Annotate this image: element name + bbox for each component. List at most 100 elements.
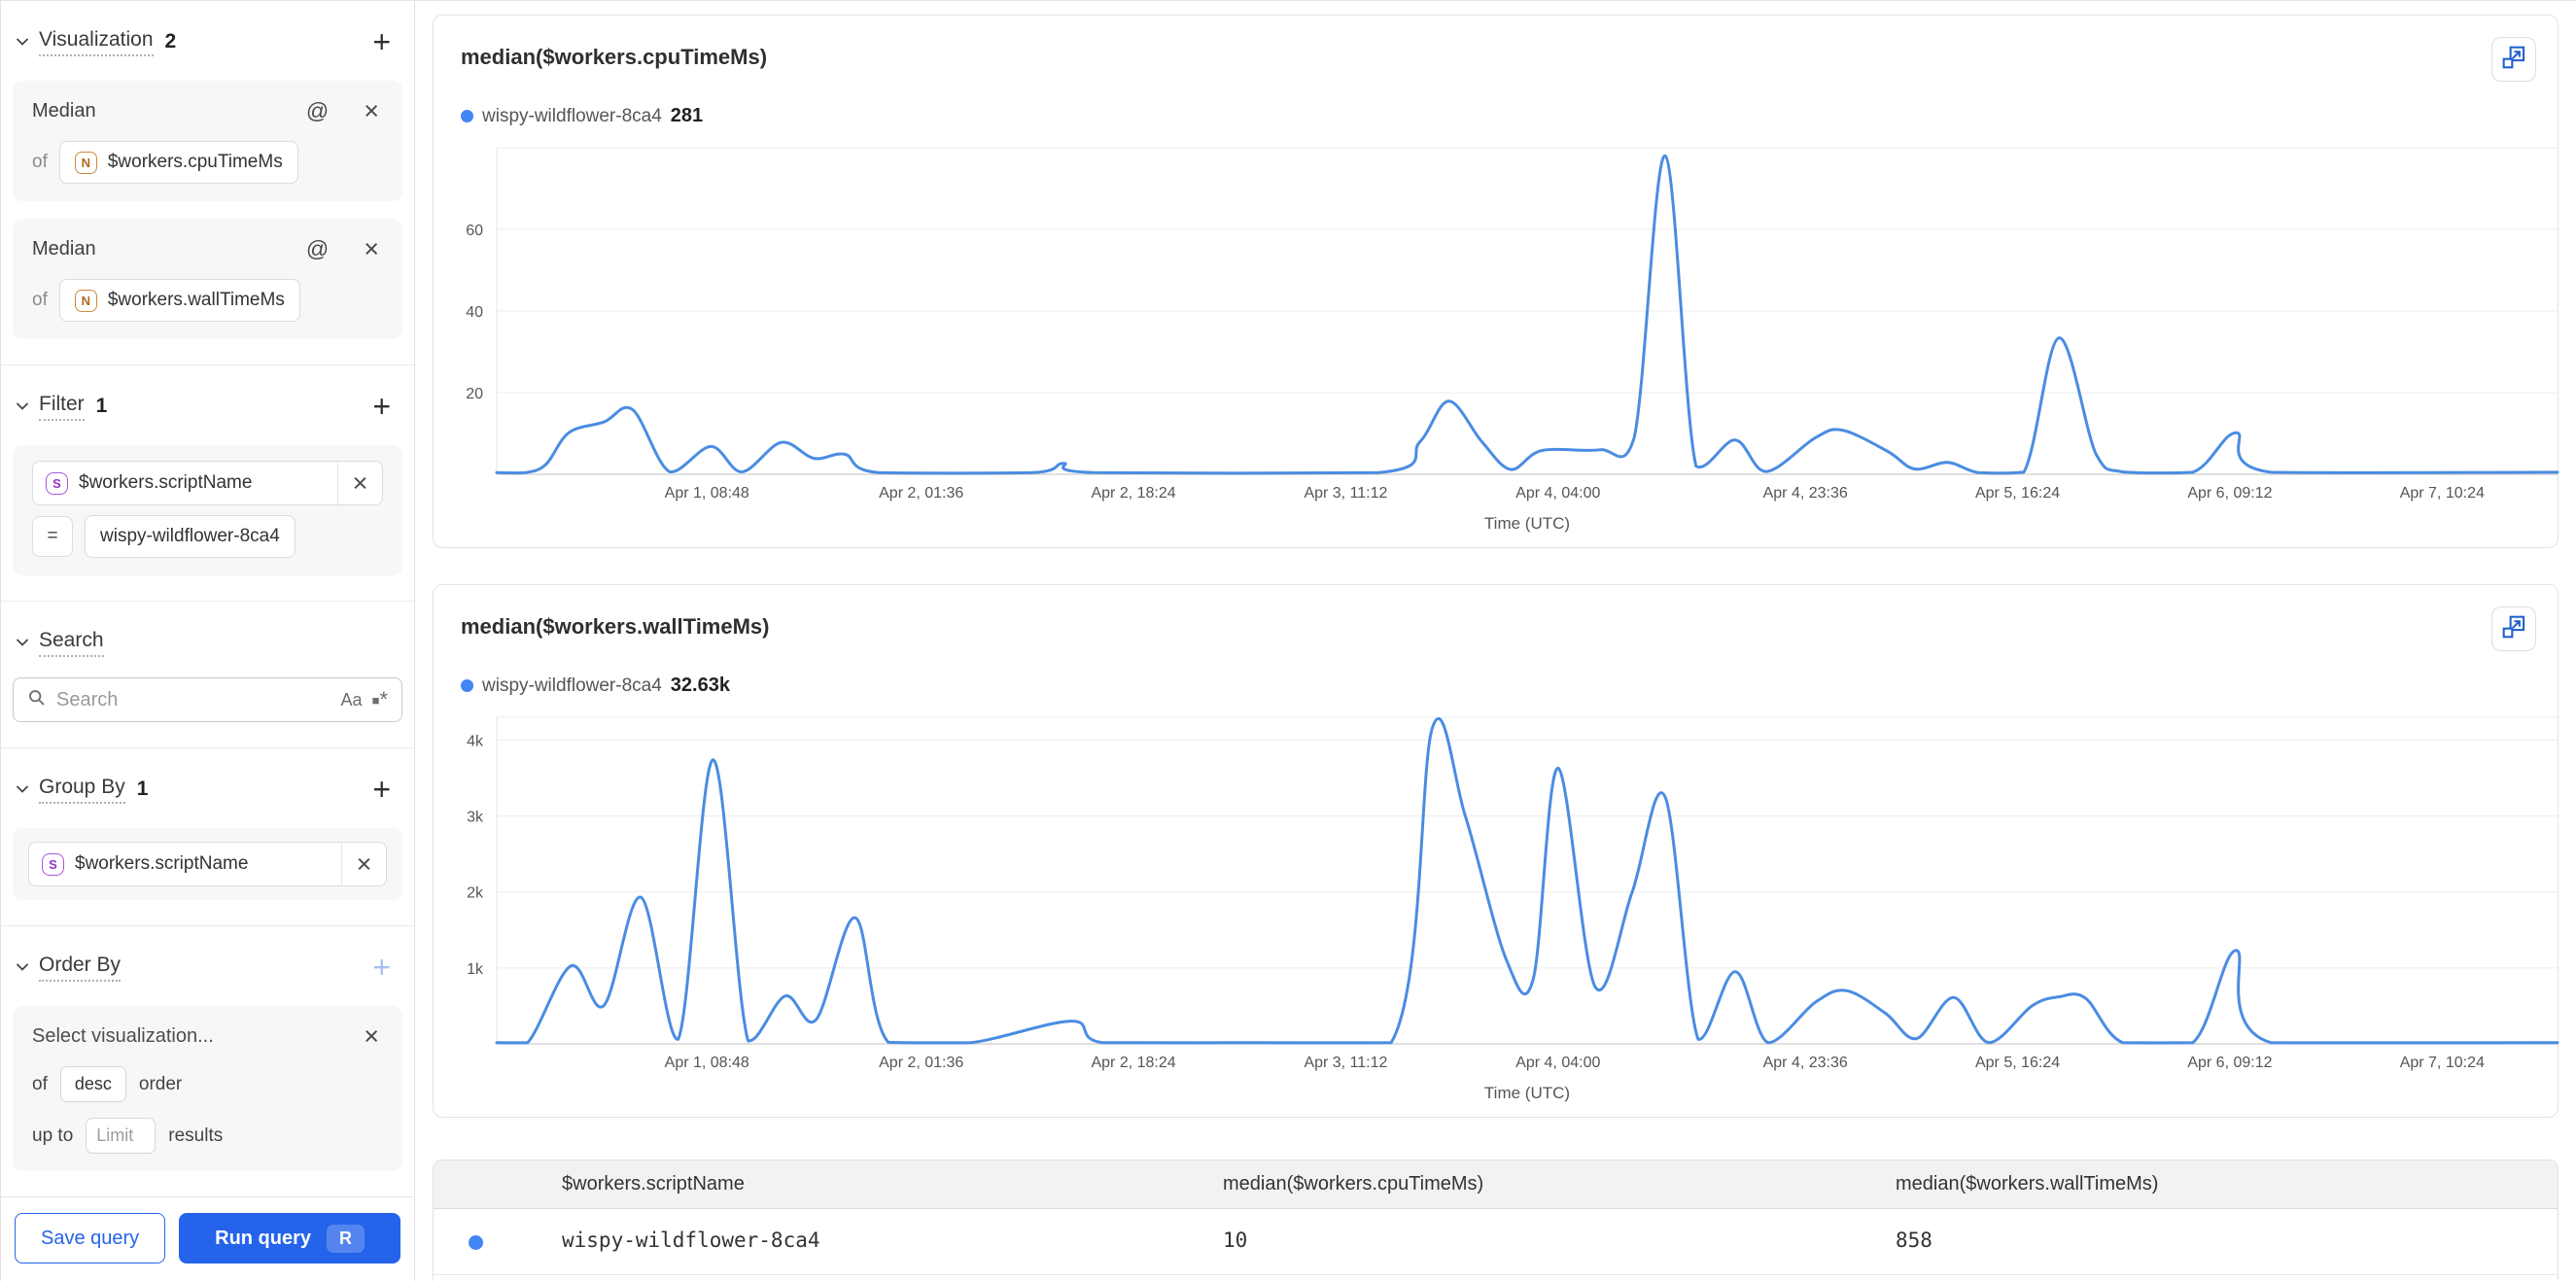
expand-icon bbox=[2502, 615, 2525, 643]
group-by-count: 1 bbox=[136, 778, 149, 800]
filter-title: Filter bbox=[39, 393, 85, 421]
svg-text:Apr 7, 10:24: Apr 7, 10:24 bbox=[2400, 485, 2485, 502]
search-header: Search bbox=[15, 621, 395, 664]
svg-text:Apr 5, 16:24: Apr 5, 16:24 bbox=[1975, 1055, 2060, 1071]
close-icon[interactable]: × bbox=[364, 233, 379, 263]
visualization-title: Visualization bbox=[39, 28, 154, 56]
svg-text:Apr 4, 23:36: Apr 4, 23:36 bbox=[1763, 1055, 1848, 1071]
search-input[interactable] bbox=[56, 688, 331, 711]
query-builder-sidebar: Visualization 2 + Median @ × of N $worke… bbox=[0, 1, 415, 1281]
run-query-button[interactable]: Run query R bbox=[179, 1213, 400, 1264]
expand-chart-button[interactable] bbox=[2491, 37, 2536, 82]
svg-text:Time (UTC): Time (UTC) bbox=[1484, 514, 1570, 533]
save-query-button[interactable]: Save query bbox=[15, 1213, 166, 1264]
number-type-icon: N bbox=[74, 289, 97, 312]
order-label: order bbox=[138, 1073, 183, 1094]
group-by-field-chip[interactable]: S $workers.scriptName bbox=[29, 852, 341, 876]
svg-text:Apr 1, 08:48: Apr 1, 08:48 bbox=[665, 485, 749, 502]
table-row[interactable]: wispy-wildflower-8ca4 10 858 bbox=[434, 1209, 2558, 1275]
remove-filter-button[interactable]: × bbox=[337, 462, 382, 504]
match-case-icon[interactable]: Aa bbox=[340, 689, 363, 710]
filter-field-chip[interactable]: S $workers.scriptName bbox=[33, 471, 337, 495]
run-shortcut-badge: R bbox=[327, 1224, 366, 1253]
cpu-time-chart: 20 40 60 Apr 1, 08:48 Apr 2, 01:36 Apr 2, 18:… bbox=[466, 147, 2559, 533]
cell-wall-time: 858 bbox=[1896, 1229, 1932, 1252]
svg-text:Apr 4, 23:36: Apr 4, 23:36 bbox=[1763, 485, 1848, 502]
svg-text:2k: 2k bbox=[467, 885, 484, 902]
chevron-down-icon[interactable] bbox=[15, 635, 30, 650]
group-by-card: S $workers.scriptName × bbox=[13, 828, 402, 900]
legend-dot bbox=[461, 679, 473, 692]
column-header-script-name: $workers.scriptName bbox=[562, 1173, 745, 1194]
group-by-title: Group By bbox=[39, 776, 125, 804]
filter-operator[interactable]: = bbox=[32, 516, 73, 557]
metric-card: Median @ × of N $workers.cpuTimeMs bbox=[13, 81, 402, 201]
plus-icon: + bbox=[372, 772, 391, 807]
group-by-field-row: S $workers.scriptName × bbox=[28, 842, 387, 886]
search-icon bbox=[27, 688, 47, 712]
aggregation-label[interactable]: Median bbox=[32, 99, 96, 121]
chevron-down-icon[interactable] bbox=[15, 781, 30, 797]
close-icon[interactable]: × bbox=[364, 95, 379, 125]
filter-card: S $workers.scriptName × = wispy-wildflow… bbox=[13, 445, 402, 575]
expand-icon bbox=[2502, 46, 2525, 74]
series-color-dot bbox=[469, 1235, 483, 1250]
metric-field-chip[interactable]: N $workers.wallTimeMs bbox=[58, 279, 300, 322]
limit-input[interactable] bbox=[86, 1118, 157, 1154]
filter-section: Filter 1 + S $workers.scriptName × = bbox=[1, 364, 414, 601]
filter-field-name: $workers.scriptName bbox=[79, 472, 253, 493]
order-direction-select[interactable]: desc bbox=[59, 1066, 126, 1102]
svg-text:Apr 6, 09:12: Apr 6, 09:12 bbox=[2187, 1055, 2272, 1071]
cell-cpu-time: 10 bbox=[1223, 1229, 1248, 1252]
filter-header: Filter 1 + bbox=[15, 385, 395, 428]
svg-text:Apr 6, 09:12: Apr 6, 09:12 bbox=[2187, 485, 2272, 502]
number-type-icon: N bbox=[74, 151, 97, 174]
plus-icon: + bbox=[372, 950, 391, 985]
svg-text:60: 60 bbox=[466, 223, 483, 239]
close-icon: × bbox=[356, 848, 372, 879]
order-by-header: Order By + bbox=[15, 946, 395, 988]
filter-value-chip[interactable]: wispy-wildflower-8ca4 bbox=[85, 515, 296, 558]
metric-field-chip[interactable]: N $workers.cpuTimeMs bbox=[58, 141, 298, 184]
svg-text:Apr 2, 01:36: Apr 2, 01:36 bbox=[879, 485, 963, 502]
order-by-card: Select visualization... × of desc order … bbox=[13, 1006, 402, 1171]
add-filter-button[interactable]: + bbox=[368, 391, 395, 422]
aggregation-label[interactable]: Median bbox=[32, 237, 96, 260]
chevron-down-icon[interactable] bbox=[15, 34, 30, 50]
cell-script-name: wispy-wildflower-8ca4 bbox=[562, 1229, 820, 1252]
svg-text:4k: 4k bbox=[467, 733, 484, 749]
of-label: of bbox=[32, 290, 48, 310]
cpu-time-chart-card: 20 40 60 Apr 1, 08:48 Apr 2, 01:36 Apr 2, 18:… bbox=[433, 15, 2559, 548]
sidebar-footer: Save query Run query R bbox=[1, 1196, 414, 1281]
chevron-down-icon[interactable] bbox=[15, 959, 30, 975]
results-table: $workers.scriptName median($workers.cpuT… bbox=[433, 1160, 2559, 1281]
legend-item[interactable]: wispy-wildflower-8ca4 281 bbox=[461, 105, 703, 127]
remove-group-by-button[interactable]: × bbox=[341, 843, 386, 885]
add-order-by-button[interactable]: + bbox=[368, 952, 395, 983]
wall-time-chart-card: 1k 2k 3k 4k Apr 1, 08:48 Apr 2, 01:36 Apr 2, 1… bbox=[433, 584, 2559, 1118]
group-by-field-name: $workers.scriptName bbox=[75, 853, 249, 874]
svg-text:Apr 4, 04:00: Apr 4, 04:00 bbox=[1515, 1055, 1600, 1071]
expand-chart-button[interactable] bbox=[2491, 606, 2536, 651]
plus-icon: + bbox=[372, 24, 391, 59]
legend-series-value: 32.63k bbox=[670, 675, 730, 696]
close-icon[interactable]: × bbox=[364, 1021, 379, 1051]
table-header-row: $workers.scriptName median($workers.cpuT… bbox=[434, 1160, 2558, 1209]
order-by-visualization-select[interactable]: Select visualization... bbox=[32, 1024, 214, 1047]
svg-text:Apr 2, 18:24: Apr 2, 18:24 bbox=[1091, 485, 1175, 502]
regex-icon[interactable]: ■* bbox=[371, 687, 388, 711]
legend-series-name: wispy-wildflower-8ca4 bbox=[482, 105, 662, 126]
svg-text:Apr 2, 18:24: Apr 2, 18:24 bbox=[1091, 1055, 1175, 1071]
of-label: of bbox=[32, 1073, 48, 1094]
svg-text:Apr 5, 16:24: Apr 5, 16:24 bbox=[1975, 485, 2060, 502]
add-group-by-button[interactable]: + bbox=[368, 774, 395, 805]
filter-count: 1 bbox=[95, 395, 108, 417]
visualization-count: 2 bbox=[164, 30, 177, 52]
filter-field-row: S $workers.scriptName × bbox=[32, 461, 383, 505]
chevron-down-icon[interactable] bbox=[15, 398, 30, 414]
at-icon[interactable]: @ bbox=[305, 235, 330, 261]
at-icon[interactable]: @ bbox=[305, 97, 330, 123]
legend-item[interactable]: wispy-wildflower-8ca4 32.63k bbox=[461, 675, 730, 697]
svg-text:40: 40 bbox=[466, 304, 483, 321]
add-visualization-button[interactable]: + bbox=[368, 26, 395, 57]
